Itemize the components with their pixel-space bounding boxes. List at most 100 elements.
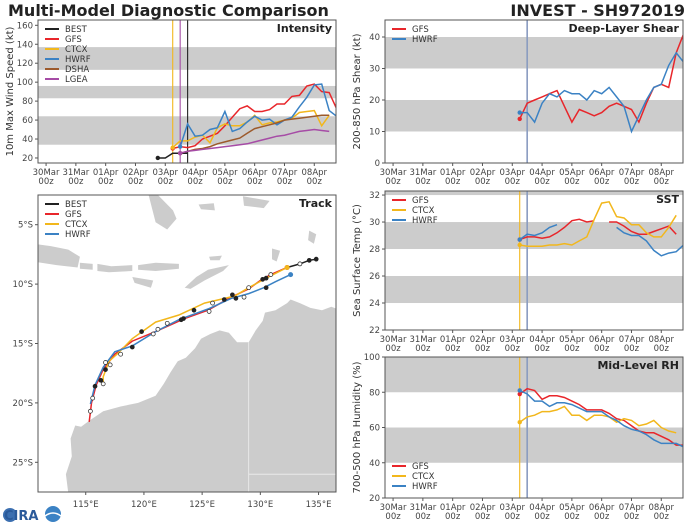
track-marker (100, 381, 106, 387)
track-marker (297, 261, 303, 267)
land-mass (242, 196, 270, 209)
x-tick-sublabel: 00z (445, 512, 461, 522)
x-tick-label: 31Mar (62, 168, 89, 178)
x-tick-label: 135°E (306, 500, 332, 510)
series-line-hwrf (519, 51, 683, 134)
legend-label-ctcx: CTCX (412, 206, 435, 216)
track-marker (98, 377, 104, 383)
track-marker (103, 367, 108, 372)
series-start-gfs (517, 116, 522, 122)
x-tick-label: 07Apr (272, 168, 298, 178)
x-tick-label: 115°E (73, 500, 99, 510)
y-tick-label: 20 (369, 494, 380, 504)
track-start-hwrf (288, 272, 294, 278)
x-tick-sublabel: 00z (415, 177, 431, 187)
panel-shear: 30Mar00z31Mar00z01Apr00z02Apr00z03Apr00z… (352, 19, 684, 187)
panel-title: Intensity (277, 22, 332, 35)
track-start-ctcx (284, 264, 290, 270)
y-tick-label: 10°S (13, 280, 33, 290)
x-tick-label: 01Apr (440, 335, 466, 345)
x-tick-sublabel: 00z (475, 177, 491, 187)
plot-area (385, 357, 683, 498)
land-mass (65, 299, 336, 492)
x-tick-sublabel: 00z (68, 177, 84, 187)
shaded-band (385, 357, 683, 393)
panel-track: 115°E 120°E 125°E 130°E 135°E 5°S 10°S 15°S 20°S… (13, 194, 337, 510)
track-marker (118, 351, 123, 357)
x-tick-label: 07Apr (619, 335, 645, 345)
x-tick-sublabel: 00z (38, 177, 54, 187)
track-marker (139, 329, 144, 334)
x-tick-label: 08Apr (649, 503, 675, 513)
track-line-ctcx (102, 266, 288, 383)
x-tick-label: 06Apr (589, 168, 615, 178)
x-tick-label: 31Mar (409, 335, 436, 345)
x-tick-label: 30Mar (33, 168, 60, 178)
x-tick-sublabel: 00z (415, 344, 431, 354)
track-marker (246, 285, 252, 291)
plot-frame (37, 19, 337, 164)
panel-title: Track (299, 197, 333, 210)
y-tick-label: 30 (369, 218, 380, 228)
land-mass (138, 262, 179, 271)
land-mass (38, 244, 80, 268)
track-marker (263, 285, 269, 291)
y-tick-label: 24 (369, 299, 380, 309)
series-line-hwrf (519, 389, 683, 448)
x-tick-sublabel: 00z (505, 177, 521, 187)
x-tick-sublabel: 00z (217, 177, 233, 187)
track-marker (164, 320, 170, 326)
track-marker (88, 408, 93, 414)
y-tick-label: 0 (375, 159, 380, 169)
panel-title: Mid-Level RH (597, 359, 679, 372)
legend-label-best: BEST (65, 200, 88, 210)
track-marker (178, 317, 184, 323)
series-line-hwrf (616, 226, 683, 257)
land-mass (198, 203, 215, 211)
x-tick-sublabel: 00z (534, 177, 550, 187)
land-mass (132, 277, 154, 288)
x-tick-label: 08Apr (302, 168, 328, 178)
track-marker (221, 297, 227, 302)
series-start-hwrf (517, 237, 522, 242)
x-tick-sublabel: 00z (624, 177, 640, 187)
y-tick-label: 60 (22, 116, 33, 126)
x-tick-label: 01Apr (440, 503, 466, 513)
x-tick-sublabel: 00z (475, 344, 491, 354)
x-tick-sublabel: 00z (624, 344, 640, 354)
x-tick-label: 05Apr (559, 168, 585, 178)
x-tick-label: 03Apr (500, 503, 526, 513)
x-tick-label: 01Apr (93, 168, 119, 178)
x-tick-sublabel: 00z (505, 344, 521, 354)
legend-label-gfs: GFS (412, 462, 429, 472)
x-tick-label: 31Mar (409, 503, 436, 513)
x-tick-label: 30Mar (380, 335, 407, 345)
y-tick-label: 100 (17, 78, 33, 88)
x-tick-sublabel: 00z (564, 512, 580, 522)
y-axis-label: 10m Max Wind Speed (kt) (5, 26, 16, 156)
series-line-gfs (519, 218, 595, 241)
x-tick-label: 06Apr (589, 503, 615, 513)
x-tick-sublabel: 00z (594, 512, 610, 522)
x-tick-label: 04Apr (529, 503, 555, 513)
x-tick-sublabel: 00z (624, 512, 640, 522)
x-tick-label: 05Apr (212, 168, 238, 178)
x-tick-label: 130°E (247, 500, 273, 510)
legend-label-hwrf: HWRF (65, 55, 91, 65)
y-tick-label: 20 (369, 96, 380, 106)
y-tick-label: 28 (369, 245, 380, 255)
figure-title: Multi-Model Diagnostic Comparison (8, 1, 329, 20)
series-line-gfs (519, 387, 683, 446)
series-line-hwrf (519, 223, 558, 241)
x-tick-label: 02Apr (123, 168, 149, 178)
shaded-band (385, 37, 683, 69)
plot-area (38, 20, 336, 163)
plot-area (385, 191, 683, 330)
series-line-gfs (609, 221, 677, 235)
track-marker (306, 257, 312, 263)
shaded-band (38, 85, 336, 99)
panel-title: SST (656, 193, 679, 206)
y-tick-label: 100 (364, 353, 380, 363)
x-tick-label: 01Apr (440, 168, 466, 178)
